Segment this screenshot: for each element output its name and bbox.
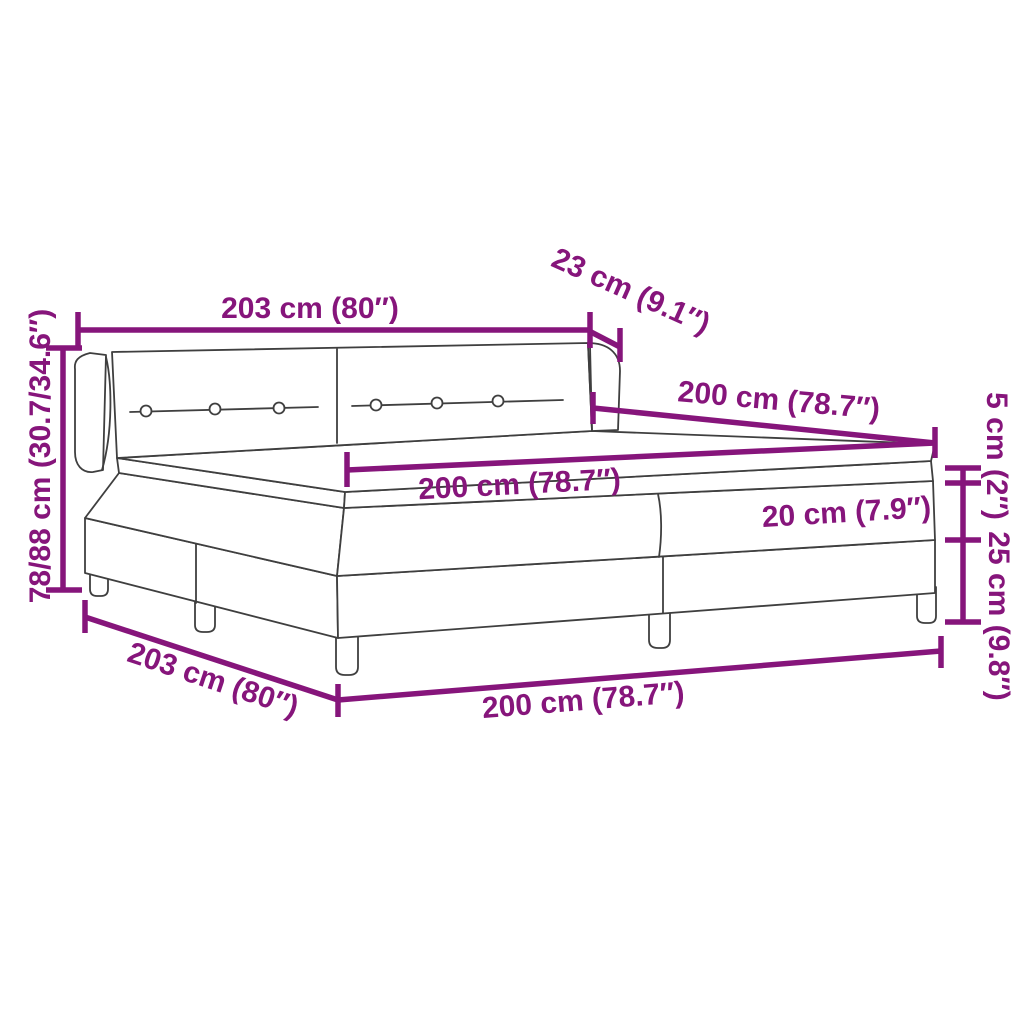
tufting-button: [491, 394, 505, 408]
bed-leg-front-middle: [648, 606, 671, 649]
tufting-button: [272, 401, 286, 415]
dim-line-base-width: [84, 614, 339, 703]
tufting-line-left: [129, 406, 319, 413]
dim-line-base-length: [337, 648, 942, 703]
tufting-line-right: [351, 399, 564, 407]
dim-label-headboard-depth: 23 cm (9.1″): [547, 242, 715, 341]
tufting-button: [208, 402, 222, 416]
headboard-left-bolster-inner-edge: [101, 356, 112, 471]
dim-line-bed-length: [592, 405, 936, 446]
dim-label-box-spring-height: 25 cm (9.8″): [982, 531, 1015, 700]
tufting-button: [139, 404, 153, 418]
dim-line-headboard-depth: [589, 329, 622, 350]
dim-label-total-height: 78/88 cm (30.7/34.6″): [24, 309, 57, 604]
dim-line-mattress-length: [346, 440, 936, 473]
tufting-button: [369, 398, 383, 412]
mattress-split-seam: [657, 493, 663, 558]
headboard-left-bolster: [73, 352, 107, 473]
dim-label-headboard-width: 203 cm (80″): [221, 292, 399, 325]
tufting-button: [430, 396, 444, 410]
bed-leg-front-right: [916, 586, 937, 624]
dim-label-topper-height: 5 cm (2″): [980, 392, 1013, 520]
bed-illustration: [73, 342, 937, 676]
bed-leg-front-corner: [335, 630, 359, 676]
